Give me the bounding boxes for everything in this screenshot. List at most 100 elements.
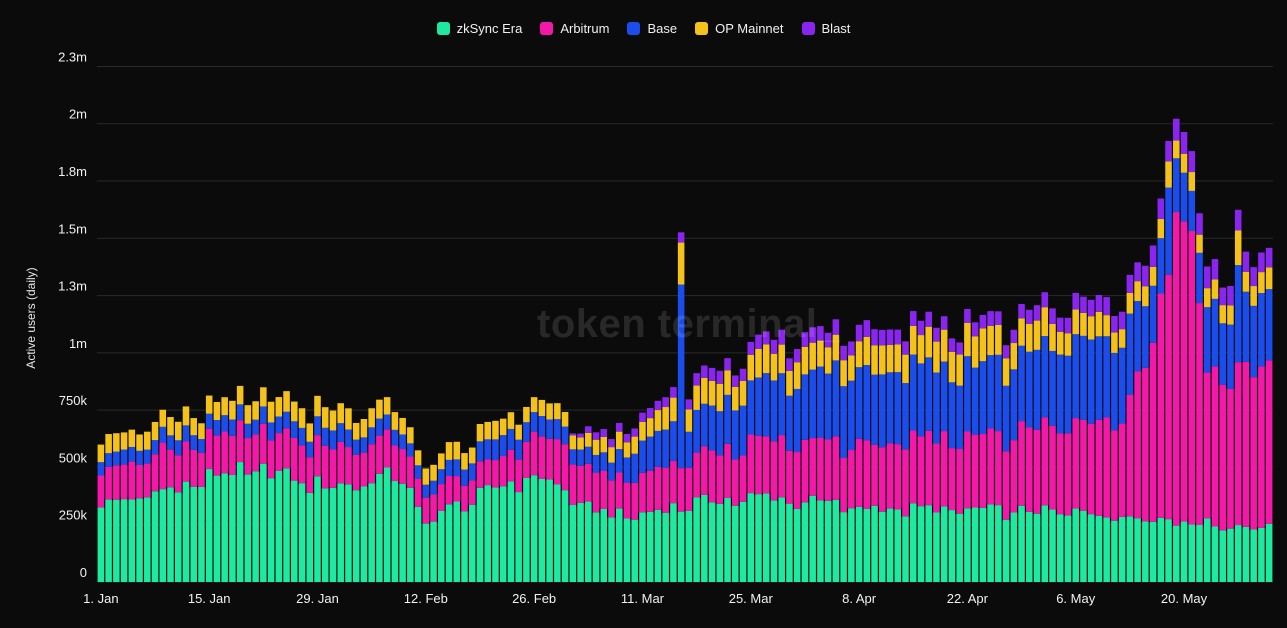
bar-segment[interactable] — [198, 439, 205, 453]
bar-segment[interactable] — [701, 403, 708, 447]
bar-segment[interactable] — [1242, 526, 1250, 582]
bar-segment[interactable] — [863, 440, 871, 509]
bar-segment[interactable] — [306, 457, 314, 493]
bar-segment[interactable] — [461, 485, 468, 512]
bar-segment[interactable] — [886, 508, 894, 582]
bar-segment[interactable] — [167, 417, 174, 436]
bar-segment[interactable] — [615, 472, 623, 509]
bar-segment[interactable] — [964, 431, 971, 509]
bar-segment[interactable] — [298, 445, 306, 484]
bar-segment[interactable] — [1041, 505, 1049, 582]
bar-segment[interactable] — [1173, 158, 1180, 213]
bar-segment[interactable] — [1072, 334, 1079, 419]
bar-segment[interactable] — [1196, 524, 1203, 582]
bar-segment[interactable] — [1111, 352, 1118, 431]
bar-segment[interactable] — [863, 365, 871, 441]
bar-segment[interactable] — [260, 423, 267, 464]
bar-segment[interactable] — [113, 433, 120, 452]
bar-segment[interactable] — [639, 440, 646, 473]
bar-segment[interactable] — [252, 401, 259, 420]
bar-segment[interactable] — [352, 490, 360, 582]
bar-segment[interactable] — [1103, 315, 1110, 337]
bar-segment[interactable] — [1250, 377, 1257, 530]
bar-segment[interactable] — [979, 434, 987, 508]
bar-segment[interactable] — [499, 486, 507, 582]
bar-segment[interactable] — [623, 442, 631, 458]
bar-segment[interactable] — [174, 440, 182, 456]
bar-segment[interactable] — [855, 438, 863, 507]
bar-segment[interactable] — [329, 410, 337, 431]
bar-segment[interactable] — [182, 441, 190, 482]
bar-segment[interactable] — [1258, 527, 1265, 582]
bar-segment[interactable] — [267, 422, 275, 441]
bar-segment[interactable] — [677, 232, 685, 243]
bar-segment[interactable] — [1026, 427, 1033, 512]
bar-segment[interactable] — [476, 441, 484, 462]
bar-segment[interactable] — [523, 441, 530, 478]
bar-segment[interactable] — [1095, 515, 1103, 582]
bar-segment[interactable] — [902, 341, 909, 355]
bar-segment[interactable] — [848, 508, 855, 582]
bar-segment[interactable] — [639, 472, 646, 513]
bar-segment[interactable] — [1103, 297, 1110, 316]
bar-segment[interactable] — [623, 482, 631, 519]
bar-segment[interactable] — [739, 501, 747, 582]
bar-segment[interactable] — [793, 508, 801, 582]
bar-segment[interactable] — [1018, 421, 1025, 506]
bar-segment[interactable] — [306, 492, 314, 582]
legend-item[interactable]: zkSync Era — [436, 21, 522, 36]
bar-segment[interactable] — [770, 380, 778, 442]
bar-segment[interactable] — [786, 370, 793, 396]
bar-segment[interactable] — [515, 439, 522, 460]
bar-segment[interactable] — [546, 419, 553, 439]
bar-segment[interactable] — [321, 407, 329, 428]
bar-segment[interactable] — [569, 505, 577, 582]
bar-segment[interactable] — [561, 411, 569, 427]
bar-segment[interactable] — [1211, 279, 1219, 299]
bar-segment[interactable] — [724, 358, 731, 371]
bar-segment[interactable] — [1180, 132, 1188, 154]
bar-segment[interactable] — [1041, 307, 1049, 337]
bar-segment[interactable] — [809, 342, 816, 370]
bar-segment[interactable] — [732, 375, 739, 387]
bar-segment[interactable] — [755, 349, 762, 378]
bar-segment[interactable] — [236, 404, 244, 421]
bar-segment[interactable] — [979, 361, 987, 435]
bar-segment[interactable] — [1142, 367, 1149, 522]
bar-segment[interactable] — [762, 436, 770, 494]
bar-segment[interactable] — [871, 345, 878, 375]
bar-segment[interactable] — [770, 339, 778, 354]
bar-segment[interactable] — [956, 385, 963, 449]
bar-segment[interactable] — [321, 445, 329, 489]
bar-segment[interactable] — [376, 435, 383, 474]
bar-segment[interactable] — [461, 469, 468, 486]
bar-segment[interactable] — [600, 508, 608, 582]
bar-segment[interactable] — [561, 444, 569, 491]
bar-segment[interactable] — [1203, 288, 1211, 308]
bar-segment[interactable] — [1064, 317, 1072, 334]
bar-segment[interactable] — [414, 478, 422, 507]
bar-segment[interactable] — [1056, 317, 1064, 332]
bar-segment[interactable] — [244, 438, 252, 475]
bar-segment[interactable] — [693, 409, 700, 453]
bar-segment[interactable] — [422, 523, 430, 582]
bar-segment[interactable] — [1265, 360, 1273, 524]
bar-segment[interactable] — [608, 480, 615, 518]
bar-segment[interactable] — [1134, 518, 1141, 582]
bar-segment[interactable] — [909, 430, 917, 504]
bar-segment[interactable] — [1033, 429, 1041, 514]
bar-segment[interactable] — [592, 454, 600, 473]
bar-segment[interactable] — [732, 410, 739, 460]
bar-segment[interactable] — [1049, 425, 1056, 510]
bar-segment[interactable] — [677, 284, 685, 469]
bar-segment[interactable] — [1111, 520, 1118, 582]
bar-segment[interactable] — [430, 464, 437, 481]
bar-segment[interactable] — [1242, 291, 1250, 362]
bar-segment[interactable] — [523, 422, 530, 442]
bar-segment[interactable] — [1227, 388, 1234, 529]
bar-segment[interactable] — [1188, 524, 1196, 582]
bar-segment[interactable] — [1026, 511, 1033, 582]
bar-segment[interactable] — [670, 387, 677, 398]
bar-segment[interactable] — [391, 412, 399, 430]
bar-segment[interactable] — [113, 451, 120, 466]
